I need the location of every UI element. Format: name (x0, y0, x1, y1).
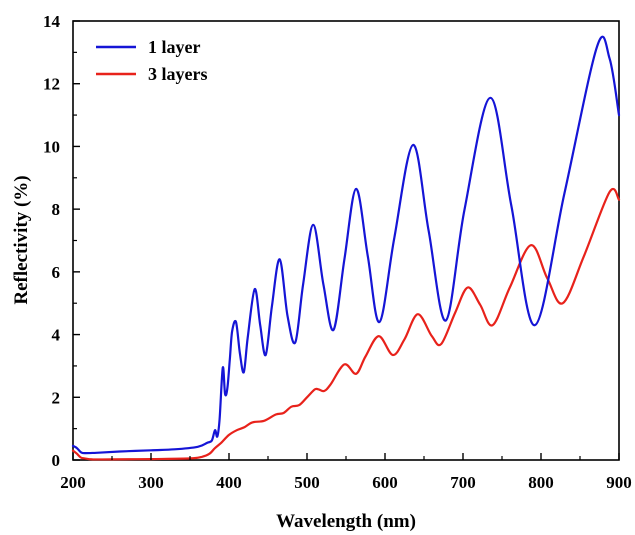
x-tick-label: 800 (528, 473, 554, 492)
legend: 1 layer 3 layers (96, 37, 207, 84)
legend-label-3-layers: 3 layers (148, 64, 207, 84)
x-axis-title: Wavelength (nm) (276, 511, 416, 532)
x-tick-label: 900 (606, 473, 632, 492)
y-tick-label: 12 (43, 75, 60, 94)
y-axis-title: Reflectivity (%) (11, 175, 32, 304)
series-layer (71, 35, 621, 461)
plot-area: 200 300 400 500 600 700 800 900 0 2 4 6 8 10 12 14 (43, 12, 632, 492)
legend-label-1-layer: 1 layer (148, 37, 200, 57)
x-tick-label: 700 (450, 473, 476, 492)
x-tick-label: 200 (60, 473, 86, 492)
y-axis: 0 2 4 6 8 10 12 14 (43, 12, 80, 470)
y-tick-label: 10 (43, 137, 60, 156)
y-tick-label: 0 (52, 451, 61, 470)
y-tick-label: 8 (52, 200, 61, 219)
x-tick-label: 500 (294, 473, 320, 492)
y-tick-label: 4 (52, 326, 61, 345)
x-tick-label: 300 (138, 473, 164, 492)
y-tick-label: 2 (52, 388, 61, 407)
y-tick-label: 6 (52, 263, 61, 282)
x-tick-label: 600 (372, 473, 398, 492)
y-tick-label: 14 (43, 12, 61, 31)
series-line-1-layer (71, 35, 621, 455)
x-axis: 200 300 400 500 600 700 800 900 (60, 453, 632, 492)
series-line-3-layers (71, 187, 621, 461)
x-tick-label: 400 (216, 473, 242, 492)
